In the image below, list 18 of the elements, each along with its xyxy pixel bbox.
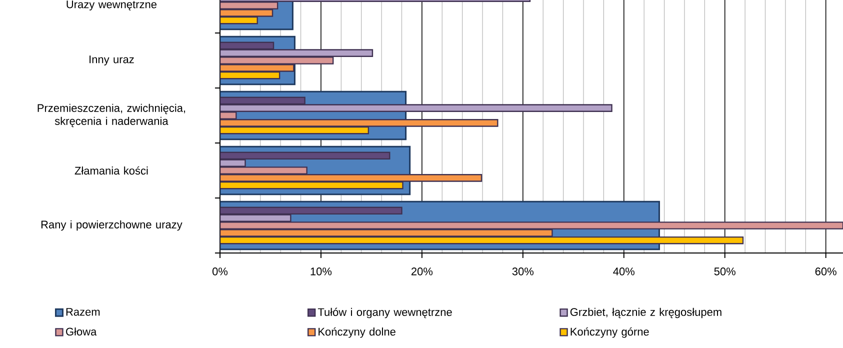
x-tick-label: 50% (714, 268, 736, 276)
x-tick-label: 60% (815, 268, 836, 276)
legend-label: Kończyny dolne (318, 327, 396, 338)
legend-label: Tułów i organy wewnętrzne (318, 308, 452, 318)
x-tick-label: 30% (512, 268, 534, 276)
legend-label: Głowa (66, 327, 97, 336)
x-tick-label: 10% (310, 268, 332, 276)
y-tick-label: Urazy wewnętrzne (66, 0, 157, 10)
y-tick-label: Złamania kości (74, 166, 148, 175)
y-tick-label: Rany i powierzchowne urazy (41, 220, 182, 231)
legend-label: Kończyny górne (570, 327, 649, 338)
legend-label: Grzbiet, łącznie z kręgosłupem (570, 308, 722, 318)
y-tick-label: Inny uraz (90, 56, 134, 66)
x-tick-label: 20% (411, 268, 433, 276)
x-tick-label: 0% (212, 268, 228, 276)
y-tick-label: Przemieszczenia, zwichnięcia, skręcenia i naderwania (38, 104, 186, 128)
x-tick-label: 40% (613, 268, 634, 276)
legend-label: Razem (66, 308, 100, 316)
